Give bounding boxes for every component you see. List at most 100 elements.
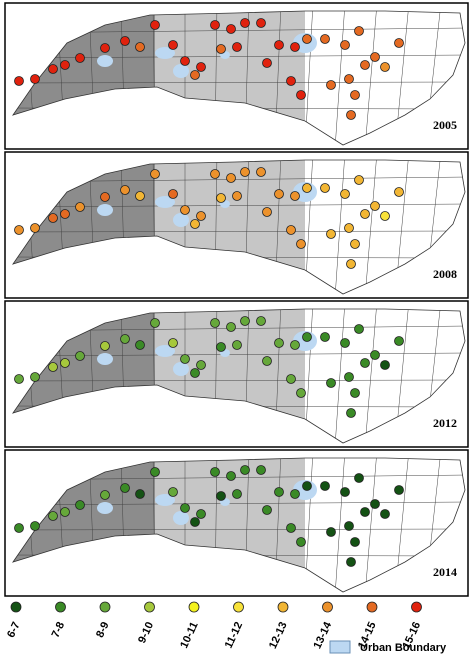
legend-dot — [233, 601, 244, 613]
monitor-site — [48, 362, 58, 372]
monitor-site — [232, 191, 242, 201]
monitor-site — [370, 499, 380, 509]
monitor-site — [168, 189, 178, 199]
monitor-site — [320, 332, 330, 342]
monitor-site — [394, 485, 404, 495]
monitor-site — [210, 20, 220, 30]
monitor-site — [370, 350, 380, 360]
monitor-site — [196, 360, 206, 370]
state-outline — [12, 457, 466, 593]
monitor-site — [120, 185, 130, 195]
monitor-site — [290, 340, 300, 350]
legend-dot — [188, 601, 200, 613]
monitor-site — [256, 18, 266, 28]
monitor-site — [216, 342, 226, 352]
county-line — [334, 309, 346, 443]
monitor-site — [380, 211, 390, 221]
monitor-site — [75, 500, 85, 510]
monitor-site — [262, 58, 272, 68]
monitor-site — [346, 110, 356, 120]
legend-dot — [366, 601, 378, 613]
monitor-site — [14, 225, 24, 235]
county-line — [334, 11, 346, 145]
monitor-site — [290, 42, 300, 52]
county-line — [13, 379, 465, 382]
legend-label: 7-8 — [50, 620, 68, 639]
monitor-site — [326, 378, 336, 388]
monitor-site — [360, 358, 370, 368]
monitor-site — [48, 64, 58, 74]
monitor-site — [226, 173, 236, 183]
monitor-site — [360, 60, 370, 70]
monitor-site — [370, 201, 380, 211]
monitor-site — [394, 187, 404, 197]
urban-area — [97, 353, 113, 365]
monitor-site — [30, 223, 40, 233]
state-outline — [12, 10, 466, 146]
monitor-site — [180, 354, 190, 364]
monitor-site — [190, 219, 200, 229]
monitor-site — [240, 465, 250, 475]
monitor-site — [240, 18, 250, 28]
legend-dot — [99, 601, 111, 613]
monitor-site — [190, 70, 200, 80]
monitor-site — [262, 356, 272, 366]
monitor-site — [394, 336, 404, 346]
state-outline — [12, 308, 466, 444]
monitor-site — [48, 213, 58, 223]
monitor-site — [320, 183, 330, 193]
urban-area — [155, 494, 175, 506]
monitor-site — [274, 487, 284, 497]
monitor-site — [30, 74, 40, 84]
monitor-site — [256, 167, 266, 177]
monitor-site — [340, 338, 350, 348]
legend-label: 9-10 — [136, 620, 156, 645]
monitor-site — [320, 34, 330, 44]
urban-area — [173, 362, 189, 376]
monitor-site — [100, 341, 110, 351]
monitor-site — [14, 76, 24, 86]
map-panel: 2014 — [4, 449, 469, 597]
monitor-site — [168, 40, 178, 50]
monitor-site — [344, 223, 354, 233]
monitor-site — [60, 358, 70, 368]
monitor-site — [394, 38, 404, 48]
monitor-site — [60, 507, 70, 517]
monitor-site — [286, 374, 296, 384]
legend-dot — [10, 601, 22, 613]
monitor-site — [320, 481, 330, 491]
monitor-site — [274, 40, 284, 50]
county-line — [364, 160, 378, 294]
monitor-site — [350, 90, 360, 100]
monitor-site — [346, 557, 356, 567]
monitor-site — [196, 509, 206, 519]
urban-area — [97, 502, 113, 514]
legend-dot — [55, 601, 66, 613]
monitor-site — [216, 491, 226, 501]
monitor-site — [296, 90, 306, 100]
monitor-site — [370, 52, 380, 62]
county-line — [13, 528, 465, 531]
legend-dot — [277, 601, 289, 613]
monitor-site — [196, 62, 206, 72]
monitor-site — [226, 322, 236, 332]
monitor-site — [346, 259, 356, 269]
monitor-site — [350, 537, 360, 547]
urban-area — [173, 64, 189, 78]
monitor-site — [168, 487, 178, 497]
county-line — [334, 160, 346, 294]
urban-area — [173, 213, 189, 227]
monitor-site — [232, 42, 242, 52]
monitor-site — [150, 169, 160, 179]
monitor-site — [180, 503, 190, 513]
monitor-site — [290, 191, 300, 201]
state-outline — [12, 159, 466, 295]
monitor-site — [120, 334, 130, 344]
monitor-site — [354, 473, 364, 483]
monitor-site — [286, 225, 296, 235]
urban-area — [97, 55, 113, 67]
monitor-site — [326, 527, 336, 537]
urban-area — [155, 196, 175, 208]
urban-area — [155, 47, 175, 59]
monitor-site — [240, 167, 250, 177]
